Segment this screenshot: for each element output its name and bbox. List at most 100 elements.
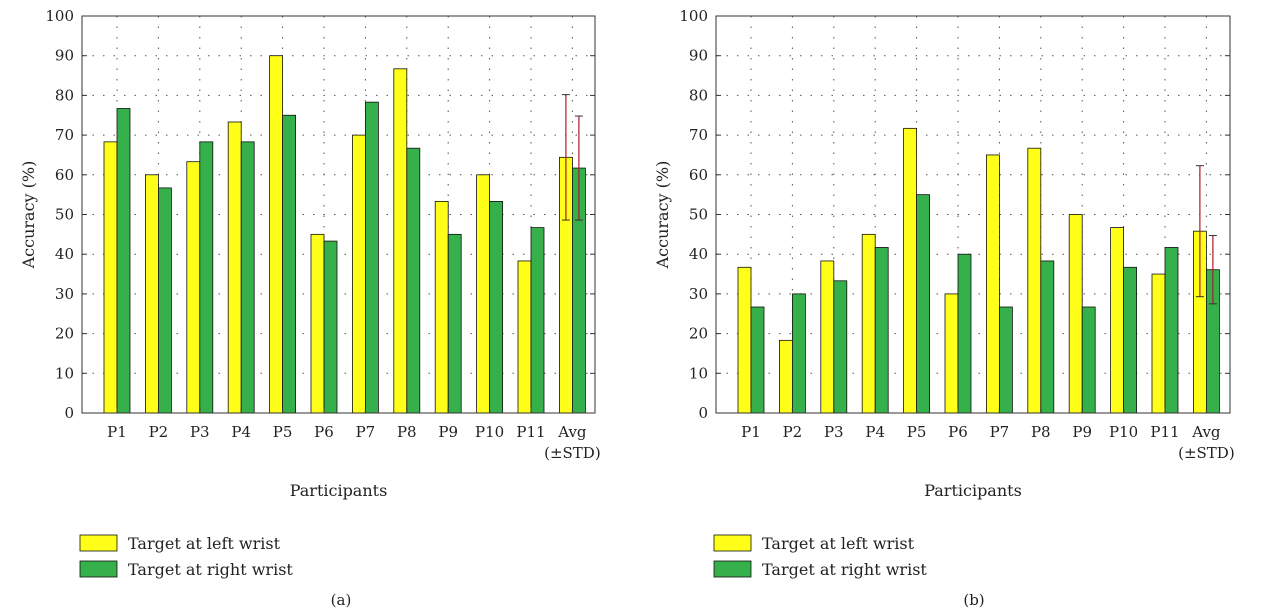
bar-left-wrist xyxy=(1027,147,1042,414)
bar-left-wrist xyxy=(517,260,532,414)
bar-right-wrist xyxy=(1123,266,1137,414)
x-tick-label: P11 xyxy=(1150,423,1179,441)
y-tick-label: 100 xyxy=(679,7,708,25)
legend-swatch-right-wrist xyxy=(713,560,752,578)
bar-right-wrist xyxy=(240,141,255,414)
x-tick-label: P9 xyxy=(438,423,458,441)
bar-left-wrist xyxy=(1068,214,1083,414)
bar-left-wrist xyxy=(393,68,408,414)
bar-left-wrist xyxy=(861,233,876,414)
panel-label: (a) xyxy=(331,591,352,609)
x-tick-label: (±STD) xyxy=(544,444,601,462)
x-tick-label: P1 xyxy=(741,423,761,441)
x-tick-label: P9 xyxy=(1072,423,1092,441)
bar-left-wrist xyxy=(986,154,1000,414)
y-tick-label: 50 xyxy=(55,206,74,224)
legend-label: Target at right wrist xyxy=(762,560,927,579)
bar-left-wrist xyxy=(1110,227,1124,414)
y-tick-label: 80 xyxy=(55,86,74,104)
y-tick-label: 20 xyxy=(55,325,74,343)
bar-right-wrist xyxy=(792,293,806,414)
x-tick-label: P5 xyxy=(907,423,927,441)
bar-left-wrist xyxy=(820,260,835,414)
bar-left-wrist xyxy=(310,233,325,414)
legend-swatch-left-wrist xyxy=(713,534,752,552)
x-tick-label: Avg xyxy=(1191,423,1221,441)
bar-right-wrist xyxy=(323,240,338,414)
legend-swatch-right-wrist xyxy=(79,560,118,578)
x-tick-label: P2 xyxy=(783,423,803,441)
bar-left-wrist xyxy=(476,174,491,414)
bar-left-wrist xyxy=(103,141,118,414)
y-tick-label: 60 xyxy=(689,166,708,184)
bar-left-wrist xyxy=(737,266,752,414)
bar-right-wrist xyxy=(406,147,421,414)
bar-left-wrist xyxy=(779,339,793,414)
x-tick-label: P8 xyxy=(1031,423,1051,441)
y-tick-label: 60 xyxy=(55,166,74,184)
legend-swatch-left-wrist xyxy=(79,534,118,552)
x-tick-label: P4 xyxy=(231,423,251,441)
bar-right-wrist xyxy=(199,141,214,414)
bar-right-wrist xyxy=(447,233,462,414)
bar-left-wrist xyxy=(434,200,449,414)
y-tick-label: 0 xyxy=(64,404,74,422)
x-axis-title: Participants xyxy=(290,481,388,500)
x-tick-label: P5 xyxy=(273,423,293,441)
x-tick-label: P10 xyxy=(475,423,504,441)
y-tick-label: 40 xyxy=(55,245,74,263)
bar-left-wrist xyxy=(227,121,242,414)
bar-left-wrist xyxy=(269,55,284,414)
bar-right-wrist xyxy=(874,247,889,414)
bar-right-wrist xyxy=(530,227,545,414)
y-tick-label: 10 xyxy=(55,364,74,382)
bar-right-wrist xyxy=(833,280,848,414)
x-tick-label: P3 xyxy=(824,423,844,441)
y-tick-label: 80 xyxy=(689,86,708,104)
x-tick-label: P4 xyxy=(865,423,885,441)
bar-right-wrist xyxy=(157,187,172,414)
bar-right-wrist xyxy=(1081,306,1096,414)
legend-label: Target at left wrist xyxy=(762,534,915,553)
bar-left-wrist xyxy=(144,174,159,414)
x-tick-label: P7 xyxy=(990,423,1010,441)
y-tick-label: 70 xyxy=(689,126,708,144)
bar-right-wrist xyxy=(1040,260,1055,414)
chart-panel-a: 0 10 20 30 40 50 60 70 80 90 100 P1 P2 P3 P4 P5 P6 P7 P8 P9… xyxy=(19,7,601,609)
x-tick-label: (±STD) xyxy=(1178,444,1235,462)
x-tick-label: P1 xyxy=(107,423,127,441)
bar-left-wrist xyxy=(1151,273,1166,414)
x-tick-label: Avg xyxy=(557,423,587,441)
bar-left-wrist xyxy=(903,127,917,414)
y-tick-label: 10 xyxy=(689,364,708,382)
x-tick-label: P7 xyxy=(356,423,376,441)
bar-right-wrist xyxy=(364,101,379,414)
legend-label: Target at left wrist xyxy=(128,534,281,553)
y-tick-label: 40 xyxy=(689,245,708,263)
bar-right-wrist xyxy=(282,114,297,414)
y-tick-label: 90 xyxy=(689,47,708,65)
y-tick-label: 50 xyxy=(689,206,708,224)
y-tick-label: 30 xyxy=(55,285,74,303)
bar-right-wrist xyxy=(1164,247,1179,414)
x-tick-label: P6 xyxy=(948,423,968,441)
y-tick-label: 0 xyxy=(698,404,708,422)
bar-right-wrist xyxy=(750,306,765,414)
y-tick-label: 100 xyxy=(45,7,74,25)
bar-right-wrist xyxy=(999,306,1013,414)
x-axis-title: Participants xyxy=(924,481,1022,500)
bar-left-wrist xyxy=(944,293,959,414)
panel-label: (b) xyxy=(963,591,984,609)
y-axis-title: Accuracy (%) xyxy=(19,161,38,270)
x-tick-label: P2 xyxy=(149,423,169,441)
y-tick-label: 90 xyxy=(55,47,74,65)
x-tick-label: P10 xyxy=(1109,423,1138,441)
y-tick-label: 70 xyxy=(55,126,74,144)
chart-panel-b: 0 10 20 30 40 50 60 70 80 90 100 P1 P2 P3 P4 P5 P6 P7 P8 P9… xyxy=(653,7,1235,609)
y-tick-label: 20 xyxy=(689,325,708,343)
x-tick-label: P8 xyxy=(397,423,417,441)
x-tick-label: P6 xyxy=(314,423,334,441)
x-tick-label: P11 xyxy=(516,423,545,441)
y-axis-title: Accuracy (%) xyxy=(653,161,672,270)
